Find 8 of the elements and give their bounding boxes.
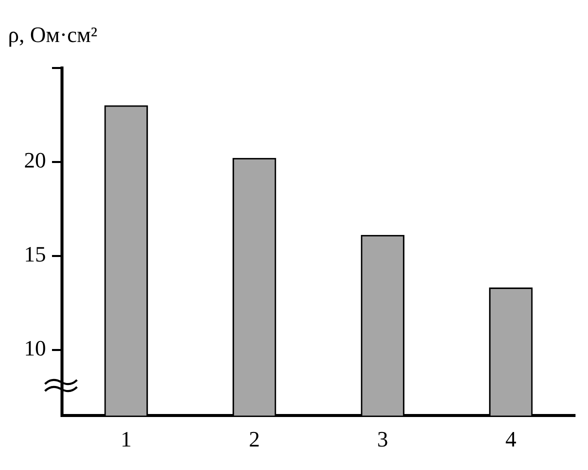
x-tick-label: 3 bbox=[377, 426, 388, 452]
y-tick-label: 20 bbox=[24, 148, 46, 173]
y-axis-title: ρ, Ом·см² bbox=[8, 22, 98, 47]
y-tick-label: 15 bbox=[24, 242, 46, 267]
x-tick-label: 2 bbox=[248, 426, 260, 452]
x-tick-label: 4 bbox=[505, 426, 516, 452]
x-tick-label: 1 bbox=[120, 426, 132, 452]
y-tick-label: 10 bbox=[24, 336, 46, 361]
